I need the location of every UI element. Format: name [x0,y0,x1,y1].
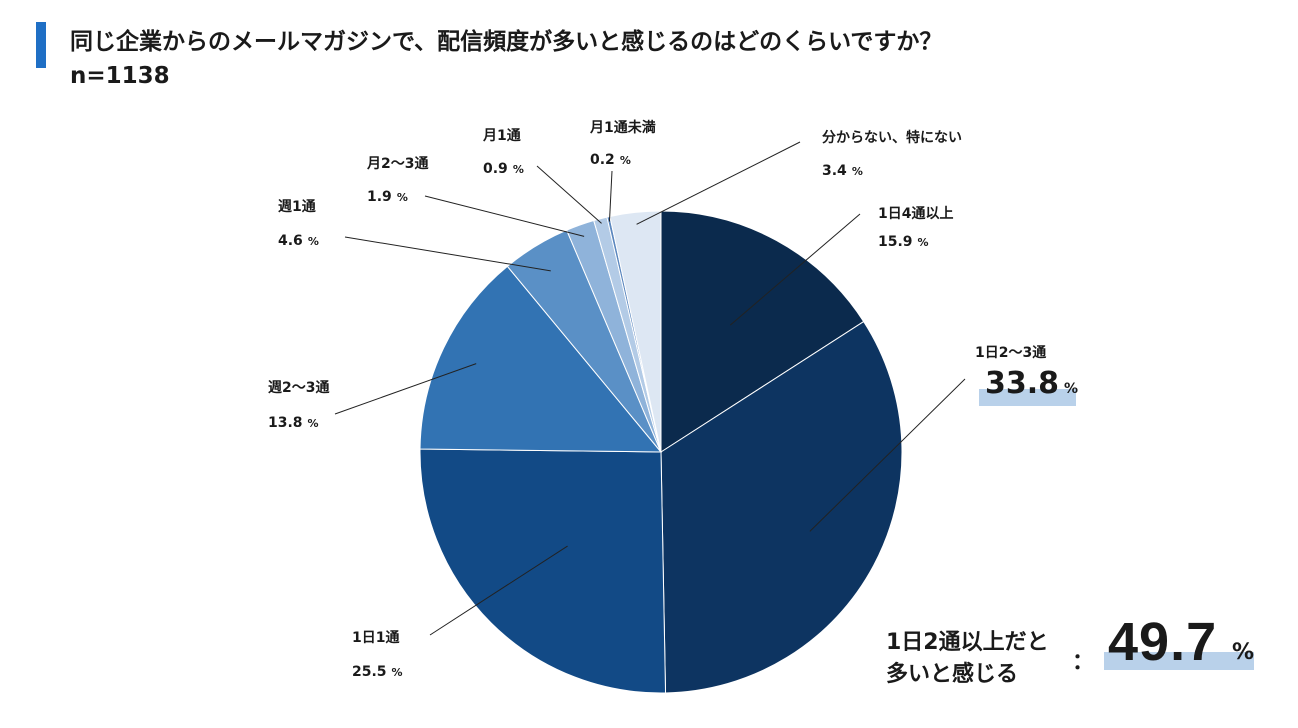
slice-value-label: 0.2% [590,152,631,168]
slice-value-label: 0.9% [483,161,524,177]
slice-value-label: 13.8% [268,415,319,431]
chart-title: 同じ企業からのメールマガジンで、配信頻度が多いと感じるのはどのくらいですか？ [70,29,943,55]
summary-label: 1日2通以上だと 多いと感じる [886,627,1049,691]
leader-line [809,378,966,532]
slice-labels: 1日4通以上 15.9 % 1日2〜3通 33.8 % 1日1通 25.5 % 週2〜3通 13.8… [268,119,1078,680]
slice-value-label: 1.9% [367,189,408,205]
leader-lines [334,141,966,636]
slice-category-label: 週1通 [278,199,316,215]
summary-highlight [1104,652,1254,670]
pie-slice [419,448,667,694]
leader-line [608,170,613,222]
slice-value-label: 4.6% [278,233,319,249]
summary-colon: ： [1072,650,1095,675]
summary-unit: % [1232,640,1255,665]
title-accent-bar [36,22,46,68]
chart-subtitle: n=1138 [70,63,170,89]
leader-line [334,363,477,415]
leader-line [729,213,861,326]
leader-line [344,236,551,272]
slice-value-label: 15.9% [878,234,929,250]
slice-category-label: 週2〜3通 [268,380,329,396]
slice-category-label: 1日2〜3通 [975,345,1046,361]
slice-category-label: 月1通未満 [589,119,656,136]
slice-category-label: 1日1通 [352,630,399,646]
leader-line [636,141,801,225]
slice-value-label: 25.5% [352,664,403,680]
slice-category-label: 月2〜3通 [366,156,428,172]
leader-line [536,165,602,224]
summary-label-line2: 多いと感じる [886,662,1019,687]
slice-value-label: 3.4% [822,163,863,179]
pie-slices [419,210,903,694]
pie-slice [660,210,865,453]
slice-value-label: 33.8% [985,366,1078,401]
slice-category-label: 1日4通以上 [878,206,953,222]
leader-line [429,545,568,636]
value-highlight [979,389,1076,406]
leader-line [424,195,585,237]
summary-label-line1: 1日2通以上だと [886,630,1049,655]
slice-category-label: 分からない、特にない [822,129,962,146]
pie-slice [660,320,903,694]
pie-slice [419,265,663,453]
summary-value: 49.7 [1108,612,1218,672]
slice-category-label: 月1通 [482,128,521,144]
